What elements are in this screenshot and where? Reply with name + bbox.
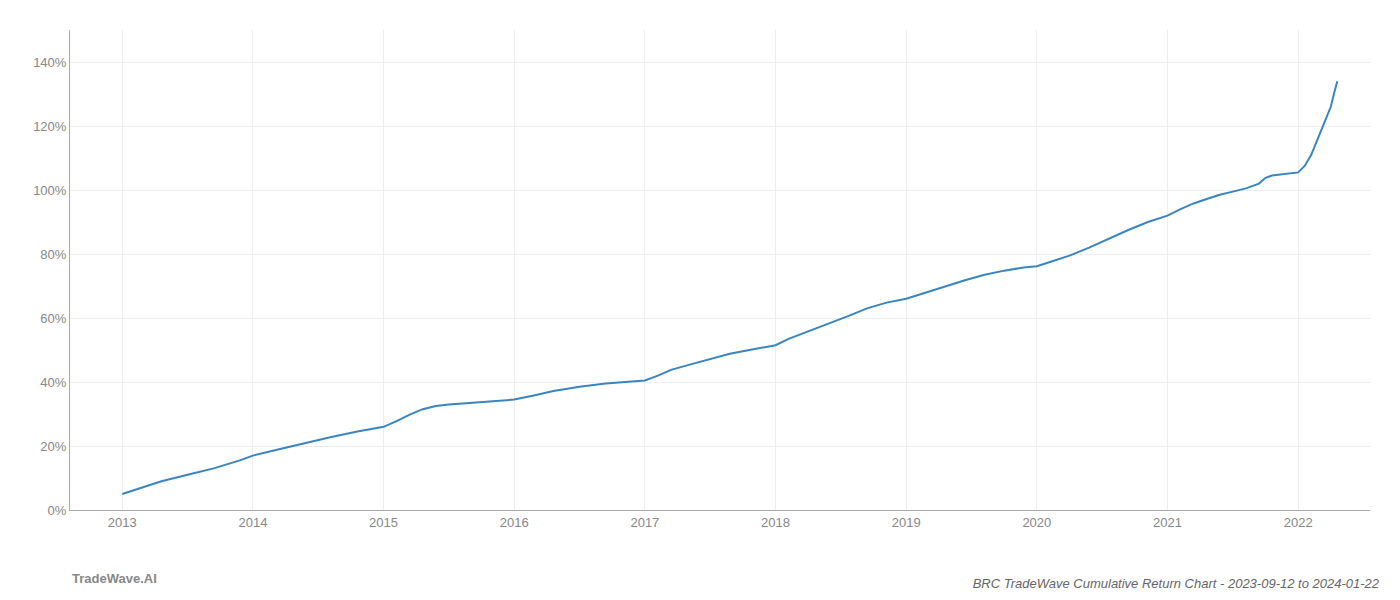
svg-text:2014: 2014 [238, 515, 267, 530]
svg-text:2015: 2015 [369, 515, 398, 530]
svg-text:2019: 2019 [892, 515, 921, 530]
svg-text:2021: 2021 [1153, 515, 1182, 530]
svg-text:TradeWave.AI: TradeWave.AI [72, 571, 157, 586]
svg-text:2016: 2016 [500, 515, 529, 530]
svg-text:20%: 20% [40, 439, 66, 454]
svg-text:60%: 60% [40, 311, 66, 326]
svg-text:100%: 100% [33, 183, 67, 198]
svg-text:0%: 0% [48, 503, 67, 518]
svg-text:40%: 40% [40, 375, 66, 390]
svg-text:2020: 2020 [1022, 515, 1051, 530]
svg-text:2022: 2022 [1284, 515, 1313, 530]
svg-text:BRC TradeWave Cumulative Retur: BRC TradeWave Cumulative Return Chart - … [973, 576, 1380, 591]
svg-text:120%: 120% [33, 119, 67, 134]
svg-text:140%: 140% [33, 55, 67, 70]
svg-text:2013: 2013 [108, 515, 137, 530]
svg-text:2018: 2018 [761, 515, 790, 530]
svg-text:80%: 80% [40, 247, 66, 262]
svg-text:2017: 2017 [630, 515, 659, 530]
